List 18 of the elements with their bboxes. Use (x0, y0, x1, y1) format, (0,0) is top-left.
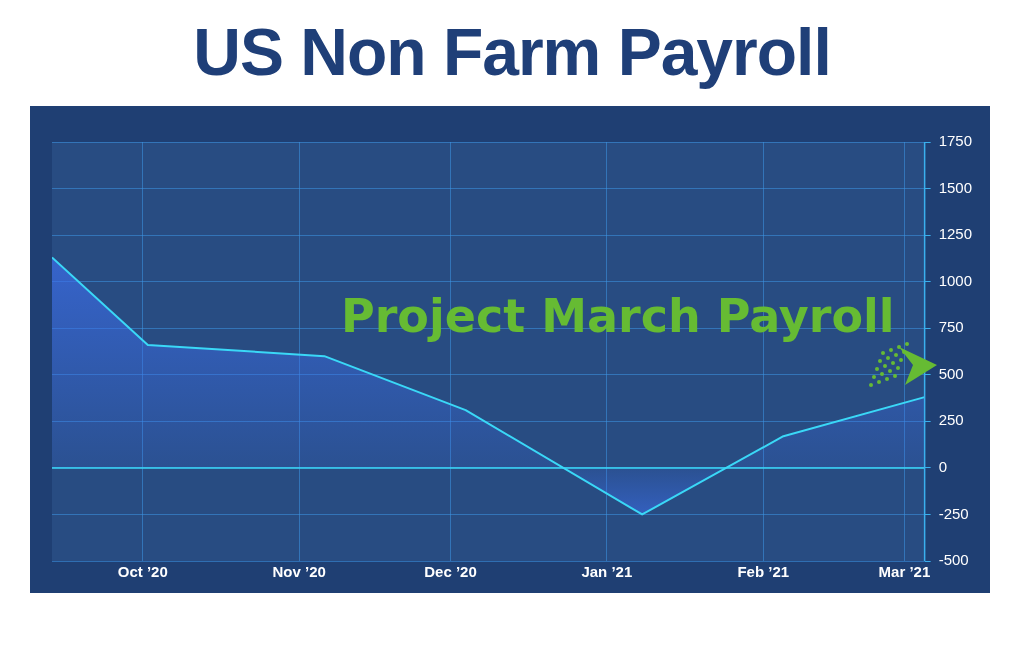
x-tick-label: Dec ’20 (424, 563, 477, 581)
annotation: Project March Payroll (340, 289, 895, 343)
x-tick-label: Oct ’20 (117, 563, 168, 581)
y-tick-label: 1500 (938, 178, 973, 196)
x-tick-label: Feb ’21 (737, 563, 790, 581)
x-tick-label: Nov ’20 (272, 563, 326, 581)
y-tick-label: -500 (938, 551, 969, 569)
y-tick-label: -250 (938, 504, 969, 522)
y-tick-label: 1000 (938, 271, 973, 289)
y-tick-label: 1750 (938, 132, 973, 150)
y-tick-label: 0 (938, 458, 947, 476)
x-tick-label: Mar ’21 (878, 563, 931, 581)
x-tick-label: Jan ’21 (581, 563, 633, 581)
chart-title: US Non Farm Payroll (192, 14, 832, 90)
y-tick-label: 1250 (938, 225, 973, 243)
y-tick-label: 500 (938, 364, 964, 382)
y-tick-label: 750 (938, 318, 964, 336)
y-tick-label: 250 (938, 411, 964, 429)
